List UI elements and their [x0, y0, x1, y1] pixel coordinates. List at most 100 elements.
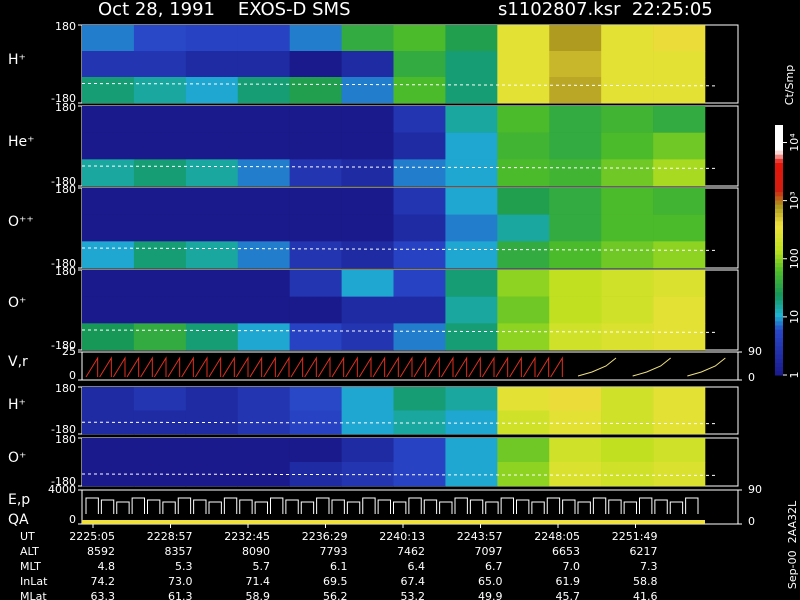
heatmap-cell	[133, 296, 187, 324]
dashed-marker	[81, 421, 719, 425]
heatmap-cell	[289, 77, 342, 104]
table-row-label: UT	[20, 530, 35, 543]
heatmap-cell	[82, 214, 135, 242]
table-cell: 61.9	[556, 575, 581, 588]
title: Oct 28, 1991 EXOS-D SMS	[98, 0, 351, 20]
colorbar-segment	[775, 316, 783, 322]
heatmap-cell	[601, 51, 654, 78]
y-tick-label: 25	[62, 345, 76, 358]
heatmap-cell	[445, 51, 498, 78]
colorbar-segment	[775, 333, 783, 338]
heatmap-cell	[601, 188, 654, 215]
heatmap-cell	[653, 296, 706, 324]
heatmap-cell	[185, 77, 239, 104]
heatmap-cell	[237, 188, 290, 215]
colorbar-segment	[775, 187, 783, 193]
panel-label: O⁺	[8, 450, 26, 466]
heatmap-cell	[341, 241, 394, 269]
heatmap-cell	[341, 387, 394, 411]
colorbar-segment	[775, 370, 783, 376]
heatmap-cell	[289, 214, 342, 242]
heatmap-cell	[445, 410, 498, 435]
y-tick-label: 0	[69, 369, 76, 382]
heatmap-cell	[341, 132, 394, 160]
heatmap-cell	[133, 132, 187, 160]
heatmap-cell	[289, 323, 342, 351]
heatmap-cell	[549, 323, 602, 351]
heatmap-cell	[185, 132, 239, 160]
table-cell: 58.8	[633, 575, 658, 588]
colorbar-segment	[775, 275, 783, 280]
table-cell: 69.5	[323, 575, 348, 588]
dashed-marker	[81, 165, 719, 169]
colorbar-segment	[775, 150, 783, 155]
heatmap-cell	[82, 387, 135, 411]
heatmap-cell	[393, 410, 446, 435]
panel-label: H⁺	[8, 397, 26, 413]
heatmap-cell	[133, 323, 187, 351]
y-tick-label: 180	[55, 433, 76, 446]
table-cell: 74.2	[91, 575, 116, 588]
heatmap-cell	[185, 270, 239, 297]
heatmap-cell	[289, 296, 342, 324]
heatmap-cell	[549, 270, 602, 297]
colorbar-tick-label: 10	[788, 310, 800, 324]
table-cell: 58.9	[246, 590, 271, 600]
table-cell: 8357	[165, 545, 193, 558]
colorbar-segment	[775, 129, 783, 134]
table-cell: 63.3	[91, 590, 116, 600]
table-cell: 65.0	[478, 575, 503, 588]
colorbar-segment	[775, 350, 783, 355]
heatmap-cell	[341, 323, 394, 351]
panel-frame	[81, 351, 739, 381]
heatmap-cell	[445, 462, 498, 487]
colorbar-segment	[775, 258, 783, 263]
heatmap-cell	[601, 438, 654, 463]
colorbar-tick-label: 10⁴	[788, 133, 800, 152]
heatmap-cell	[393, 270, 446, 297]
colorbar-segment	[775, 250, 783, 255]
y-tick-label: -180	[51, 423, 76, 436]
heatmap-cell	[133, 77, 187, 104]
heatmap-cell	[185, 323, 239, 351]
heatmap-cell	[549, 214, 602, 242]
heatmap-cell	[289, 25, 342, 52]
heatmap-cell	[601, 410, 654, 435]
heatmap-cell	[237, 106, 290, 133]
panel-label: QA	[8, 512, 29, 528]
heatmap-cell	[549, 106, 602, 133]
heatmap-cell	[393, 159, 446, 187]
y2-tick-label: 90	[748, 345, 762, 358]
heatmap-cell	[601, 462, 654, 487]
table-cell: 7.3	[640, 560, 658, 573]
y-tick-label: 0	[69, 513, 76, 526]
heatmap-cell	[185, 106, 239, 133]
heatmap-cell	[393, 462, 446, 487]
heatmap-cell	[133, 51, 187, 78]
heatmap-cell	[341, 214, 394, 242]
heatmap-cell	[445, 214, 498, 242]
heatmap-cell	[445, 25, 498, 52]
heatmap-cell	[653, 25, 706, 52]
colorbar-segment	[775, 300, 783, 305]
heatmap-cell	[237, 323, 290, 351]
heatmap-cell	[549, 159, 602, 187]
heatmap-cell	[341, 438, 394, 463]
heatmap-cell	[237, 387, 290, 411]
heatmap-cell	[601, 159, 654, 187]
colorbar-segment	[775, 170, 783, 176]
heatmap-cell	[82, 438, 135, 463]
heatmap-cell	[549, 188, 602, 215]
heatmap-cell	[445, 77, 498, 104]
trace	[85, 356, 563, 378]
heatmap-cell	[185, 159, 239, 187]
table-cell: 67.4	[401, 575, 426, 588]
table-cell: 2248:05	[534, 530, 580, 543]
heatmap-cell	[601, 214, 654, 242]
heatmap-cell	[133, 159, 187, 187]
heatmap-cell	[497, 410, 550, 435]
table-cell: 7462	[397, 545, 425, 558]
table-cell: 2225:05	[69, 530, 115, 543]
heatmap-cell	[82, 25, 135, 52]
heatmap-cell	[82, 270, 135, 297]
